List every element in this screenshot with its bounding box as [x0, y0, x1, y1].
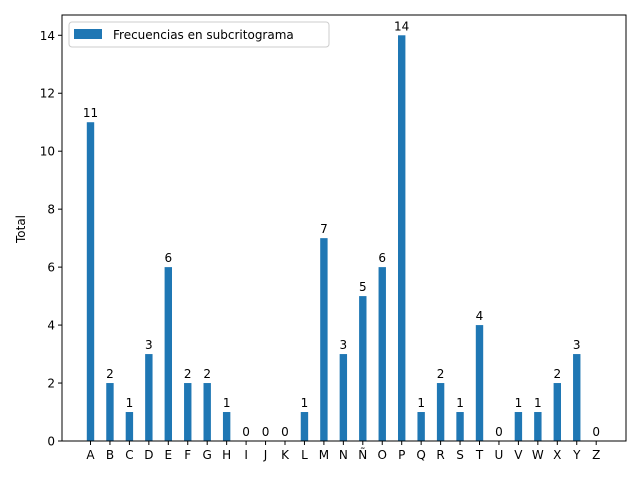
- data-label: 1: [223, 396, 231, 410]
- data-label: 5: [359, 280, 367, 294]
- data-label: 0: [495, 425, 503, 439]
- y-tick-label: 14: [40, 29, 55, 43]
- data-label: 2: [106, 367, 114, 381]
- data-label: 0: [262, 425, 270, 439]
- x-tick-label: I: [244, 448, 248, 462]
- bar: [339, 354, 348, 441]
- data-label: 3: [340, 338, 348, 352]
- x-tick-label: Y: [572, 448, 581, 462]
- y-tick-label: 6: [47, 261, 55, 275]
- data-label: 14: [394, 19, 409, 33]
- bar: [573, 354, 581, 441]
- bar: [184, 383, 192, 441]
- y-axis: 0 2 4 6 8 10 12 14: [40, 29, 62, 449]
- x-tick-label: M: [319, 448, 329, 462]
- bar: [125, 412, 134, 441]
- y-tick-label: 0: [47, 435, 55, 449]
- legend-label: Frecuencias en subcritograma: [113, 28, 294, 42]
- x-tick-label: E: [165, 448, 173, 462]
- data-label: 4: [476, 309, 484, 323]
- data-label: 3: [573, 338, 581, 352]
- legend-box: [68, 21, 330, 48]
- x-tick-label: Z: [592, 448, 600, 462]
- data-label: 6: [378, 251, 386, 265]
- data-label: 0: [592, 425, 600, 439]
- y-tick-label: 4: [47, 319, 55, 333]
- x-tick-label: C: [125, 448, 133, 462]
- x-tick-label: S: [456, 448, 464, 462]
- data-label: 1: [534, 396, 542, 410]
- bar: [222, 412, 231, 441]
- data-label: 2: [203, 367, 211, 381]
- x-tick-label: B: [106, 448, 114, 462]
- y-tick-label: 12: [40, 87, 55, 101]
- data-label: 6: [164, 251, 172, 265]
- plot-frame: [61, 14, 627, 442]
- legend-swatch: [74, 29, 102, 39]
- data-label: 2: [184, 367, 192, 381]
- data-label: 1: [417, 396, 425, 410]
- data-label: 1: [301, 396, 309, 410]
- x-tick-label: D: [144, 448, 153, 462]
- bar: [86, 122, 95, 441]
- bar: [534, 412, 542, 441]
- bar: [203, 383, 211, 441]
- x-tick-label: Q: [416, 448, 425, 462]
- x-tick-label: G: [203, 448, 212, 462]
- x-tick-label: T: [475, 448, 484, 462]
- bars-layer: [86, 35, 581, 441]
- x-tick-label: Ñ: [358, 447, 367, 462]
- x-tick-label: V: [514, 448, 523, 462]
- data-label: 0: [242, 425, 250, 439]
- x-tick-label: F: [184, 448, 191, 462]
- x-tick-label: U: [495, 448, 504, 462]
- bar: [436, 383, 445, 441]
- data-label: 0: [281, 425, 289, 439]
- bar: [145, 354, 153, 441]
- bar: [456, 412, 464, 441]
- x-tick-label: H: [222, 448, 231, 462]
- data-label: 1: [515, 396, 523, 410]
- data-label: 3: [145, 338, 153, 352]
- x-tick-label: A: [86, 448, 95, 462]
- data-label: 2: [437, 367, 445, 381]
- bar: [106, 383, 114, 441]
- bar: [378, 267, 386, 441]
- x-tick-label: K: [281, 448, 290, 462]
- y-tick-label: 2: [47, 377, 55, 391]
- data-label: 2: [553, 367, 561, 381]
- bar: [475, 325, 484, 441]
- bar: [398, 35, 406, 441]
- bar: [553, 383, 561, 441]
- x-tick-label: O: [378, 448, 387, 462]
- y-axis-title: Total: [14, 215, 28, 244]
- x-tick-label: L: [301, 448, 308, 462]
- legend: Frecuencias en subcritograma: [68, 21, 330, 48]
- data-label: 1: [126, 396, 134, 410]
- y-tick-label: 10: [40, 145, 55, 159]
- bar: [359, 296, 367, 441]
- bar: [514, 412, 523, 441]
- x-tick-label: J: [263, 448, 268, 462]
- bar: [300, 412, 309, 441]
- data-label: 1: [456, 396, 464, 410]
- x-tick-label: N: [339, 448, 348, 462]
- data-label: 7: [320, 222, 328, 236]
- x-tick-label: X: [553, 448, 561, 462]
- y-tick-label: 8: [47, 203, 55, 217]
- bar: [164, 267, 172, 441]
- bar: [320, 238, 328, 441]
- x-tick-label: W: [532, 448, 544, 462]
- x-tick-label: R: [436, 448, 444, 462]
- bar: [417, 412, 425, 441]
- data-label: 11: [83, 106, 98, 120]
- x-tick-label: P: [398, 448, 405, 462]
